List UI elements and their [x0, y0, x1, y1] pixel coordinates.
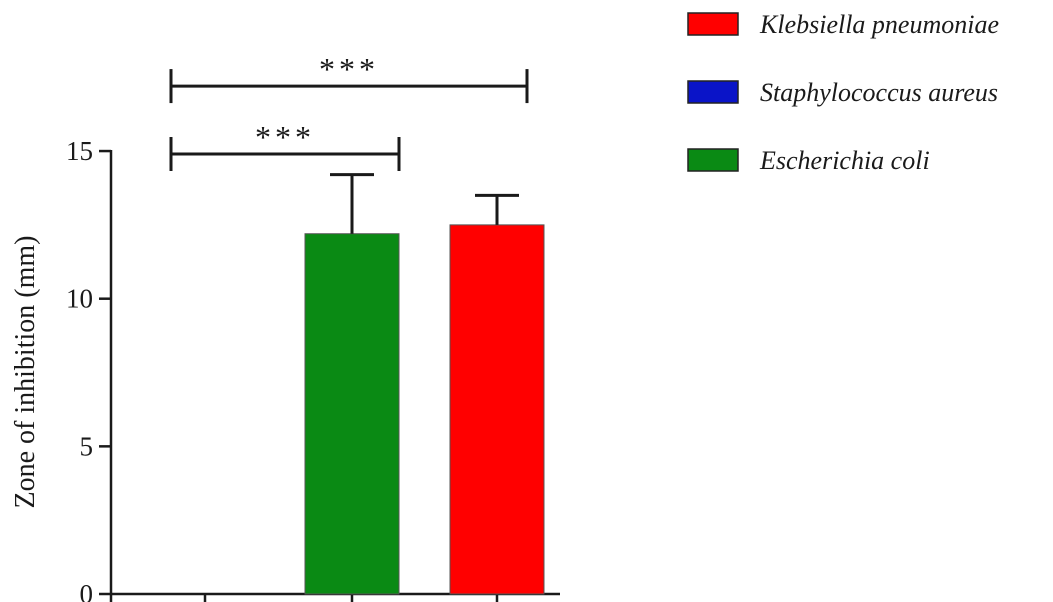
y-tick-label: 0: [80, 579, 94, 602]
legend-swatch: [687, 12, 739, 36]
y-tick-label: 10: [66, 284, 93, 314]
legend-label: Staphylococcus aureus: [760, 78, 998, 107]
legend-swatch: [687, 80, 739, 104]
y-ticks: 0 5 10 15: [66, 136, 111, 602]
bar: [304, 233, 400, 595]
bar: [449, 224, 545, 595]
significance-label: ***: [319, 51, 379, 87]
legend: Klebsiella pneumoniae Staphylococcus aure…: [687, 10, 999, 175]
error-bars: [330, 173, 519, 234]
x-ticks: [203, 594, 499, 602]
significance-label: ***: [255, 119, 315, 155]
legend-label: Escherichia coli: [759, 146, 930, 175]
legend-label: Klebsiella pneumoniae: [759, 10, 999, 39]
y-tick-label: 5: [80, 431, 94, 461]
y-tick-label: 15: [66, 136, 93, 166]
legend-swatch: [687, 148, 739, 172]
significance-brackets: ******: [169, 51, 529, 172]
bars: [304, 224, 545, 595]
y-axis-title: Zone of inhibition (mm): [10, 236, 41, 509]
